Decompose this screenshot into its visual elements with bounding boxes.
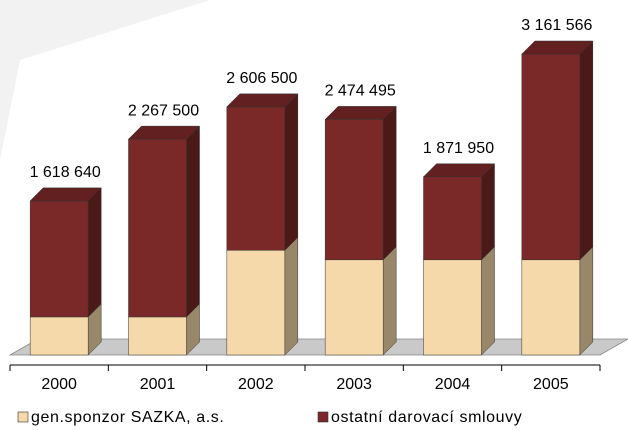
bar-top xyxy=(422,163,496,178)
total-label: 1 871 950 xyxy=(423,140,494,157)
bar-side xyxy=(87,187,102,318)
legend-label: ostatní darovací smlouvy xyxy=(331,409,522,426)
bar-side xyxy=(481,246,495,356)
bar-side xyxy=(579,40,594,261)
legend-swatch xyxy=(17,411,29,423)
bar-top xyxy=(226,93,299,108)
background-shape xyxy=(0,0,210,160)
bar-side xyxy=(382,105,397,261)
bar xyxy=(128,316,187,356)
bar-top xyxy=(127,125,201,140)
bar xyxy=(29,316,89,356)
x-tick-label: 2000 xyxy=(41,376,77,393)
legend-label: gen.sponzor SAZKA, a.s. xyxy=(31,409,224,426)
bar xyxy=(324,259,384,356)
x-tick-label: 2004 xyxy=(435,376,471,393)
bar xyxy=(423,176,482,261)
bar-side xyxy=(579,246,594,356)
total-label: 1 618 640 xyxy=(30,164,101,181)
x-tick-label: 2001 xyxy=(140,376,176,393)
x-tick-label: 2003 xyxy=(336,376,372,393)
bar xyxy=(128,138,187,318)
bar-side xyxy=(284,236,299,356)
bar xyxy=(324,119,384,261)
bar-side xyxy=(284,93,299,251)
bar xyxy=(423,259,482,356)
bar-side xyxy=(481,163,495,261)
bar xyxy=(521,259,581,356)
bar-top xyxy=(324,106,397,120)
total-label: 2 606 500 xyxy=(226,70,297,87)
bar xyxy=(226,106,286,251)
bar-top xyxy=(29,187,102,202)
bar xyxy=(226,250,286,356)
total-label: 2 267 500 xyxy=(128,102,199,119)
x-tick-label: 2005 xyxy=(533,376,569,393)
bar-top xyxy=(521,40,594,55)
x-tick-label: 2002 xyxy=(238,376,274,393)
bar xyxy=(521,53,581,261)
bar-side xyxy=(186,125,200,318)
total-label: 2 474 495 xyxy=(325,83,396,100)
legend-swatch xyxy=(317,411,329,423)
total-label: 3 161 566 xyxy=(521,17,592,34)
bar xyxy=(29,200,89,318)
bar-side xyxy=(382,246,397,356)
